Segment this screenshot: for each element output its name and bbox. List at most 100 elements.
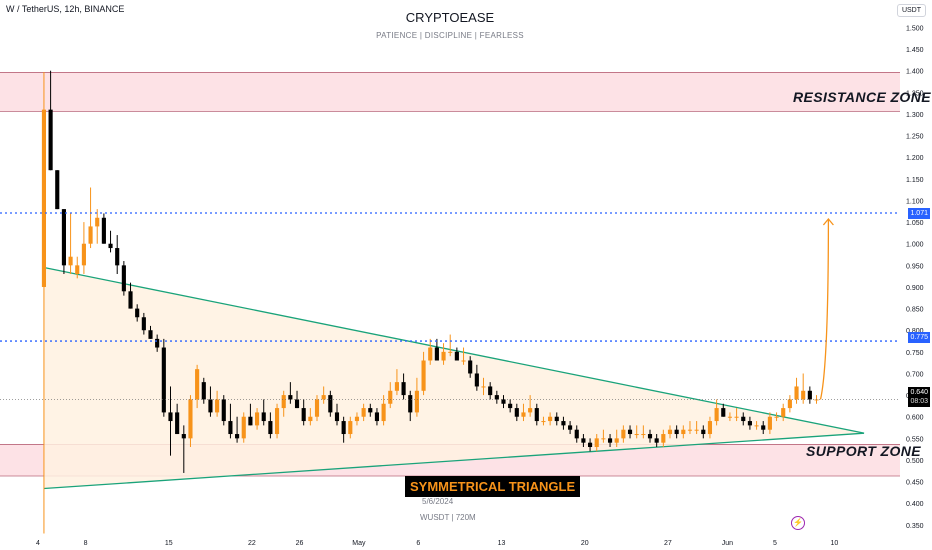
current-price-tag: 0.640 08:03 xyxy=(908,387,930,407)
candle-body xyxy=(754,425,759,427)
y-tick-label: 0.800 xyxy=(906,328,924,335)
candle-body xyxy=(714,408,719,422)
candle-body xyxy=(401,382,406,396)
candle-body xyxy=(727,416,732,418)
candle-body xyxy=(474,373,479,387)
candle-body xyxy=(448,351,453,353)
candle-body xyxy=(694,429,699,431)
candle-body xyxy=(201,382,206,400)
x-tick-label: 13 xyxy=(498,540,506,547)
candle-body xyxy=(101,217,106,244)
candle-body xyxy=(328,395,333,413)
candle-body xyxy=(814,399,819,401)
y-tick-label: 1.450 xyxy=(906,47,924,54)
candle-body xyxy=(155,338,160,348)
candle-body xyxy=(541,421,546,423)
candle-body xyxy=(741,416,746,422)
candle-body xyxy=(414,390,419,413)
candle-body xyxy=(248,416,253,426)
candle-body xyxy=(334,412,340,422)
candle-body xyxy=(88,226,93,244)
candle-body xyxy=(601,438,606,440)
candle-body xyxy=(294,399,300,409)
candle-body xyxy=(175,412,180,435)
x-tick-label: 4 xyxy=(36,540,40,547)
x-tick-label: 26 xyxy=(296,540,304,547)
triangle-upper-line xyxy=(43,266,865,434)
triangle-lower-line xyxy=(43,432,865,490)
overlays xyxy=(0,212,900,400)
candle-body xyxy=(341,421,346,435)
y-tick-label: 1.000 xyxy=(906,242,924,249)
candle-body xyxy=(41,109,47,287)
symbol-label[interactable]: W / TetherUS, 12h, BINANCE xyxy=(6,4,125,14)
candle-body xyxy=(141,317,146,331)
candle-body xyxy=(701,429,706,435)
candle-body xyxy=(95,217,100,227)
x-tick-label: 15 xyxy=(165,540,173,547)
candle-body xyxy=(627,429,633,435)
x-tick-label: Jun xyxy=(722,540,733,547)
current-price-value: 0.640 xyxy=(910,389,928,396)
candle-body xyxy=(308,416,313,422)
chart-subtitle: PATIENCE | DISCIPLINE | FEARLESS xyxy=(376,31,524,40)
y-tick-label: 1.350 xyxy=(906,90,924,97)
candle-body xyxy=(801,390,806,400)
x-tick-label: 6 xyxy=(416,540,420,547)
candle-body xyxy=(687,429,693,431)
currency-button[interactable]: USDT xyxy=(896,4,926,17)
candle-body xyxy=(195,369,200,400)
y-tick-label: 1.100 xyxy=(906,198,924,205)
y-tick-label: 0.350 xyxy=(906,523,924,530)
candle-body xyxy=(807,390,812,400)
candle-body xyxy=(481,386,486,388)
candle-body xyxy=(428,347,433,361)
y-tick-label: 0.550 xyxy=(906,436,924,443)
candle-body xyxy=(281,395,286,409)
x-axis[interactable]: 4 8 15 22 26 May 6 13 20 27 Jun 5 10 xyxy=(36,540,838,547)
candle-body xyxy=(787,399,792,409)
candle-body xyxy=(368,408,373,413)
candle-body xyxy=(121,265,126,292)
candle-body xyxy=(488,386,493,396)
x-tick-label: 27 xyxy=(664,540,672,547)
candle-body xyxy=(434,347,439,361)
lightning-icon[interactable]: ⚡ xyxy=(791,516,805,530)
candle-body xyxy=(647,434,653,439)
candle-body xyxy=(674,429,679,435)
y-tick-label: 1.300 xyxy=(906,112,924,119)
candle-body xyxy=(81,243,86,266)
candle-body xyxy=(554,416,559,422)
candle-body xyxy=(215,399,220,413)
candle-body xyxy=(301,408,306,422)
x-tick-label: 10 xyxy=(830,540,838,547)
projection-arrow-head xyxy=(822,217,834,226)
projection-arrow xyxy=(819,219,830,400)
candle-body xyxy=(621,429,626,439)
candle-body xyxy=(767,416,772,430)
candle-body xyxy=(348,421,353,435)
breakout-price-tag: 0.775 xyxy=(908,332,930,343)
resistance-zone-label: RESISTANCE ZONE xyxy=(793,89,931,105)
candle-body xyxy=(421,360,426,391)
candle-body xyxy=(528,408,533,413)
candle-body xyxy=(661,434,666,443)
candle-body xyxy=(501,399,506,404)
candle-body xyxy=(454,351,459,361)
x-tick-label: 8 xyxy=(84,540,88,547)
candle-body xyxy=(734,416,739,418)
candle-body xyxy=(594,438,599,448)
candle-body xyxy=(48,109,53,171)
countdown-value: 08:03 xyxy=(910,398,928,405)
candle-body xyxy=(255,412,260,426)
candle-body xyxy=(641,434,646,436)
candle-body xyxy=(441,351,446,361)
y-tick-label: 1.400 xyxy=(906,69,924,76)
candle-body xyxy=(581,438,586,443)
pattern-label: SYMMETRICAL TRIANGLE xyxy=(405,476,581,497)
watermark-info: WUSDT | 720M xyxy=(420,513,476,522)
candles xyxy=(41,70,819,534)
candle-body xyxy=(747,421,752,426)
candle-body xyxy=(161,347,166,413)
